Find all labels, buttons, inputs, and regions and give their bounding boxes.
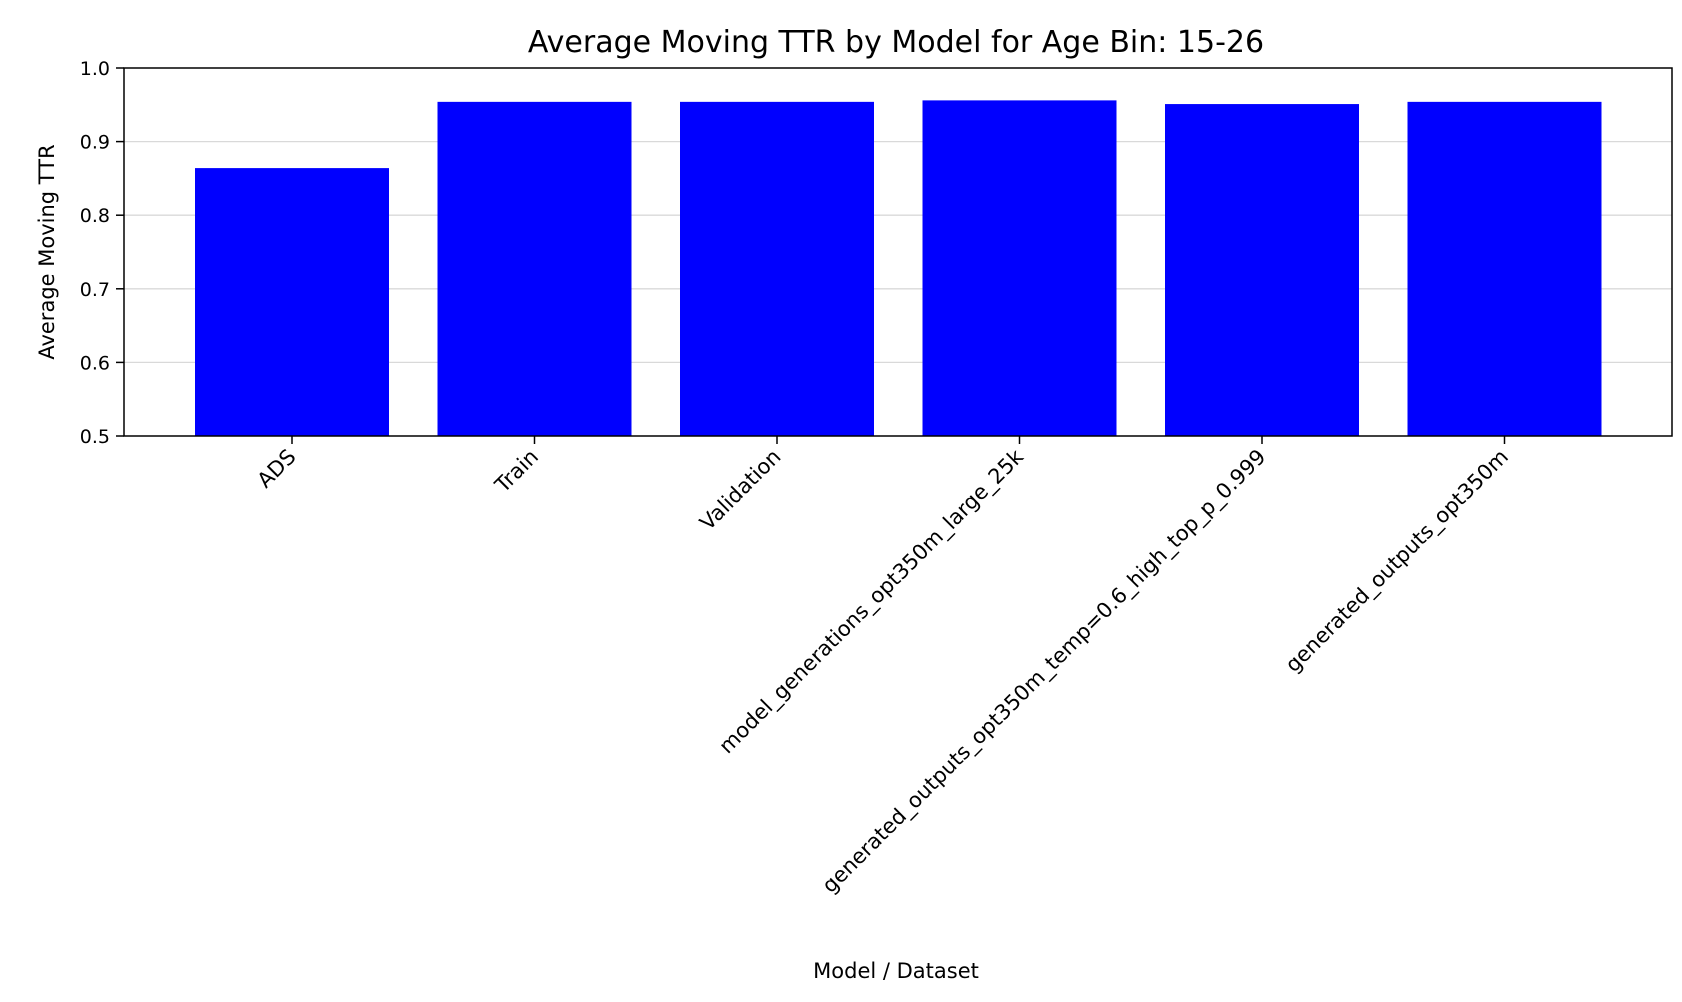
x-tick-label: generated_outputs_opt350m_temp=0.6_high_… <box>817 445 1271 899</box>
y-tick-label: 0.6 <box>80 352 110 374</box>
y-tick-label: 0.9 <box>80 132 110 154</box>
x-tick-label: Validation <box>695 445 785 535</box>
y-tick-label: 0.7 <box>80 279 110 301</box>
y-tick-label: 0.8 <box>80 205 110 227</box>
x-tick-label: generated_outputs_opt350m <box>1281 445 1514 678</box>
bars <box>195 100 1602 437</box>
bar <box>922 100 1117 436</box>
plot-frame <box>123 67 1673 437</box>
x-tick-label: model_generations_opt350m_large_25k <box>714 444 1029 759</box>
bar <box>680 101 874 436</box>
x-tick-label: ADS <box>253 445 301 493</box>
y-axis: 0.5 0.6 0.7 0.8 0.9 1.0 <box>80 58 124 448</box>
x-tick-label: Train <box>490 445 543 498</box>
bar <box>1165 104 1359 437</box>
bar <box>195 168 389 436</box>
y-tick-label: 0.5 <box>80 426 110 448</box>
chart-title: Average Moving TTR by Model for Age Bin:… <box>528 25 1264 60</box>
bar <box>1407 101 1602 436</box>
y-axis-label: Average Moving TTR <box>35 144 59 359</box>
y-tick-label: 1.0 <box>80 58 110 80</box>
x-axis: ADS Train Validationmodel_generations_opt3… <box>253 436 1514 898</box>
x-axis-label: Model / Dataset <box>813 959 979 983</box>
bar <box>437 101 632 436</box>
